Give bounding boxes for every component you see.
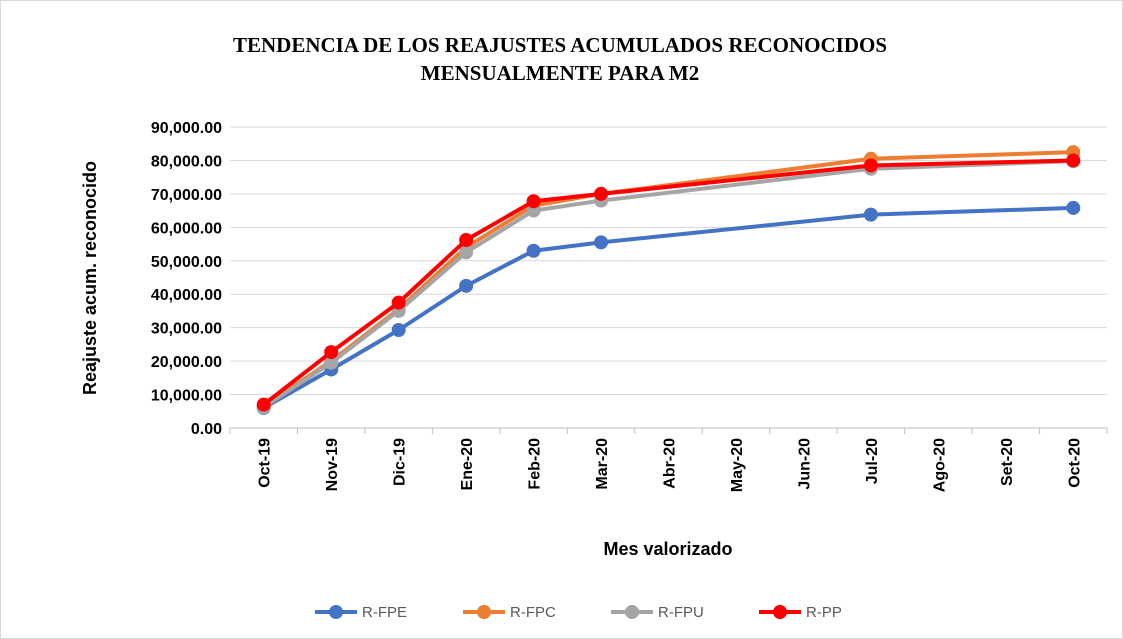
- x-tick-label: Oct-20: [1066, 438, 1083, 488]
- legend-marker: [625, 605, 639, 619]
- y-tick-label: 10,000.00: [151, 388, 222, 405]
- point: [1066, 200, 1081, 215]
- point: [594, 186, 609, 201]
- series-line: [262, 205, 1074, 410]
- x-tick-label: Dic-19: [392, 438, 409, 486]
- point: [594, 235, 609, 250]
- point: [256, 397, 271, 412]
- y-tick-label: 80,000.00: [151, 153, 222, 170]
- x-tick-label: Jun-20: [796, 438, 813, 490]
- legend-label: R-FPC: [510, 604, 556, 621]
- point: [459, 233, 474, 248]
- y-tick-label: 60,000.00: [151, 220, 222, 237]
- point: [526, 194, 541, 209]
- y-tick-label: 20,000.00: [151, 354, 222, 371]
- legend-marker: [773, 605, 787, 619]
- point: [459, 278, 474, 293]
- x-tick-label: Ago-20: [931, 438, 948, 492]
- x-tick-label: Oct-19: [257, 438, 274, 488]
- point: [324, 345, 339, 360]
- x-tick-label: Feb-20: [527, 438, 544, 490]
- y-tick-label: 90,000.00: [151, 120, 222, 137]
- y-tick-label: 0.00: [191, 421, 222, 438]
- chart-title: MENSUALMENTE PARA M2: [421, 61, 699, 85]
- y-axis-title: Reajuste acum. reconocido: [80, 161, 100, 395]
- chart-title: TENDENCIA DE LOS REAJUSTES ACUMULADOS RE…: [233, 33, 887, 57]
- x-axis-title: Mes valorizado: [603, 539, 732, 559]
- x-tick-label: Abr-20: [662, 438, 679, 489]
- point: [391, 323, 406, 338]
- legend-marker: [477, 605, 491, 619]
- x-tick-label: Jul-20: [864, 438, 881, 484]
- legend-label: R-FPU: [658, 604, 704, 621]
- legend-label: R-FPE: [362, 604, 407, 621]
- y-tick-label: 40,000.00: [151, 287, 222, 304]
- x-tick-label: May-20: [729, 438, 746, 492]
- point: [1066, 153, 1081, 168]
- point: [459, 245, 474, 260]
- y-tick-label: 50,000.00: [151, 254, 222, 271]
- x-tick-label: Mar-20: [594, 438, 611, 490]
- legend-marker: [329, 605, 343, 619]
- point: [324, 355, 339, 370]
- y-tick-label: 30,000.00: [151, 321, 222, 338]
- point: [391, 295, 406, 310]
- point: [526, 243, 541, 258]
- point: [863, 158, 878, 173]
- legend-label: R-PP: [806, 604, 842, 621]
- series-line: [262, 159, 1074, 409]
- series-line: [262, 158, 1074, 407]
- point: [863, 207, 878, 222]
- y-tick-label: 70,000.00: [151, 187, 222, 204]
- x-tick-label: Nov-19: [324, 438, 341, 491]
- x-tick-label: Ene-20: [459, 438, 476, 491]
- x-tick-label: Set-20: [999, 438, 1016, 486]
